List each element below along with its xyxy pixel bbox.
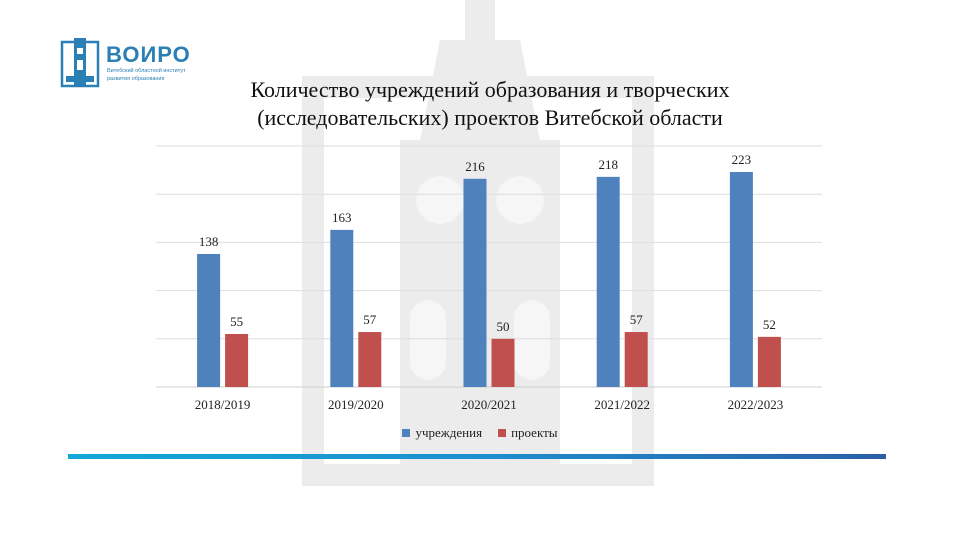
data-label: 218 [598,157,618,172]
bar-projects [358,332,382,387]
data-label: 163 [332,210,352,225]
bar-institutions [596,176,620,387]
bar-projects [757,336,781,387]
bar-institutions [197,253,221,387]
legend-item: проекты [498,425,558,441]
logo-subtitle-line2: развития образования [107,76,165,82]
bar-institutions [330,229,354,387]
logo-name: ВОИРО [106,42,191,67]
x-tick-label: 2022/2023 [728,397,784,412]
chart-title: Количество учреждений образования и твор… [150,76,830,132]
data-label: 138 [199,234,219,249]
data-label: 57 [630,312,644,327]
logo: ВОИРО Витебский областной институт разви… [60,36,220,90]
data-label: 216 [465,159,485,174]
data-label: 52 [763,317,776,332]
logo-subtitle-line1: Витебский областной институт [107,68,186,74]
data-label: 50 [497,319,510,334]
accent-divider [68,454,886,459]
data-label: 57 [363,312,377,327]
bar-projects [225,333,249,387]
legend-label: проекты [511,425,558,440]
legend-item: учреждения [402,425,482,441]
chart-title-line2: (исследовательских) проектов Витебской о… [257,105,723,130]
x-tick-label: 2021/2022 [594,397,650,412]
bar-institutions [729,172,753,387]
bar-projects [491,338,515,387]
bar-institutions [463,178,487,387]
legend-label: учреждения [415,425,483,440]
x-tick-label: 2018/2019 [195,397,251,412]
x-tick-label: 2019/2020 [328,397,384,412]
legend-swatch [498,429,507,437]
logo-tower-icon [60,38,100,88]
x-tick-label: 2020/2021 [461,397,517,412]
chart-title-line1: Количество учреждений образования и твор… [250,77,730,102]
data-label: 223 [732,152,752,167]
bar-projects [624,332,648,387]
legend-swatch [402,429,411,437]
chart-legend: учреждения проекты [0,425,960,441]
data-label: 55 [230,314,243,329]
